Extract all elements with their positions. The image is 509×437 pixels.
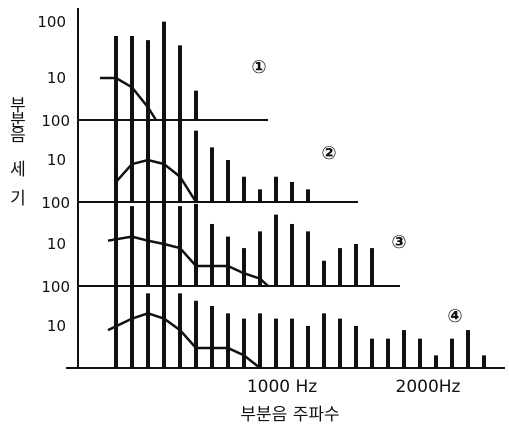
- envelope-curve: [107, 312, 261, 369]
- y-axis-label-char: 부: [10, 96, 26, 116]
- x-tick-label: 2000Hz: [396, 377, 461, 397]
- x-tick-label: 1000 Hz: [247, 377, 317, 397]
- x-axis-label: 부분음 주파수: [240, 405, 339, 425]
- y-tick-label: 10: [47, 69, 66, 87]
- envelope-curve: [107, 235, 269, 287]
- envelope-curve: [100, 76, 158, 121]
- panel-marker: ②: [321, 143, 336, 164]
- y-tick-label: 10: [47, 151, 66, 169]
- y-axis-label-char: 세: [10, 160, 26, 180]
- y-tick-label: 100: [41, 194, 70, 212]
- panel-marker: ④: [447, 306, 462, 327]
- envelope-curve: [115, 158, 198, 203]
- panel-marker: ③: [391, 232, 406, 253]
- y-tick-label: 10: [47, 317, 66, 335]
- y-axis-label-char: 분: [10, 111, 26, 131]
- y-axis-label-char: 음: [10, 126, 26, 146]
- y-axis-label-char: 기: [10, 189, 26, 209]
- y-tick-label: 100: [41, 278, 70, 296]
- y-tick-label: 100: [41, 112, 70, 130]
- y-tick-label: 100: [37, 13, 66, 31]
- y-tick-label: 10: [47, 235, 66, 253]
- panel-marker: ①: [251, 57, 266, 78]
